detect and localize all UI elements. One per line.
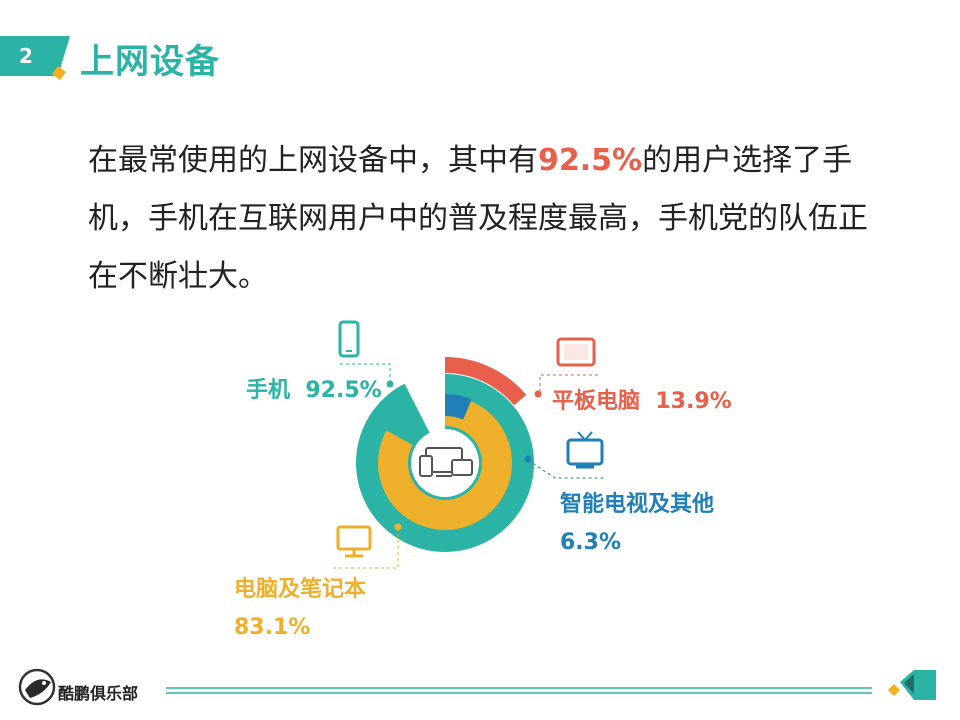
label-phone-value: 92.5%: [305, 378, 382, 403]
label-tablet-value: 13.9%: [655, 389, 732, 414]
intro-highlight: 92.5%: [538, 143, 643, 178]
tablet-icon: [556, 337, 596, 367]
label-pc-value: 83.1%: [234, 615, 311, 640]
label-pc-name: 电脑及笔记本: [234, 577, 367, 602]
intro-paragraph: 在最常使用的上网设备中，其中有92.5%的用户选择了手机，手机在互联网用户中的普…: [88, 132, 888, 306]
ring-tv: [445, 394, 472, 420]
devices-icon: [411, 429, 479, 497]
club-name: 酷鹏俱乐部: [58, 684, 139, 703]
label-phone: 手机 92.5%: [246, 372, 382, 404]
mobile-phone-icon: [338, 320, 360, 358]
monitor-icon: [336, 525, 372, 558]
ring-pc: [378, 396, 512, 530]
section-number: 2: [0, 36, 52, 76]
intro-text-before: 在最常使用的上网设备中，其中有: [88, 143, 538, 178]
label-phone-name: 手机: [246, 378, 291, 403]
leader-lines: [330, 363, 605, 569]
tv-icon: [566, 431, 604, 469]
label-tv-value: 6.3%: [560, 530, 622, 555]
penguin-logo-icon: [18, 668, 56, 706]
ring-tablet: [445, 357, 527, 406]
intro-text-after: 的用户选择了手机，手机在互联网用户中的普及程度最高，手机党的队伍正在不断壮大。: [88, 143, 868, 294]
label-tablet: 平板电脑 13.9%: [552, 383, 732, 415]
label-tablet-name: 平板电脑: [552, 389, 641, 414]
label-tv-name: 智能电视及其他: [560, 492, 715, 517]
page-title: 上网设备: [80, 42, 220, 82]
leader-dots: [386, 380, 542, 531]
